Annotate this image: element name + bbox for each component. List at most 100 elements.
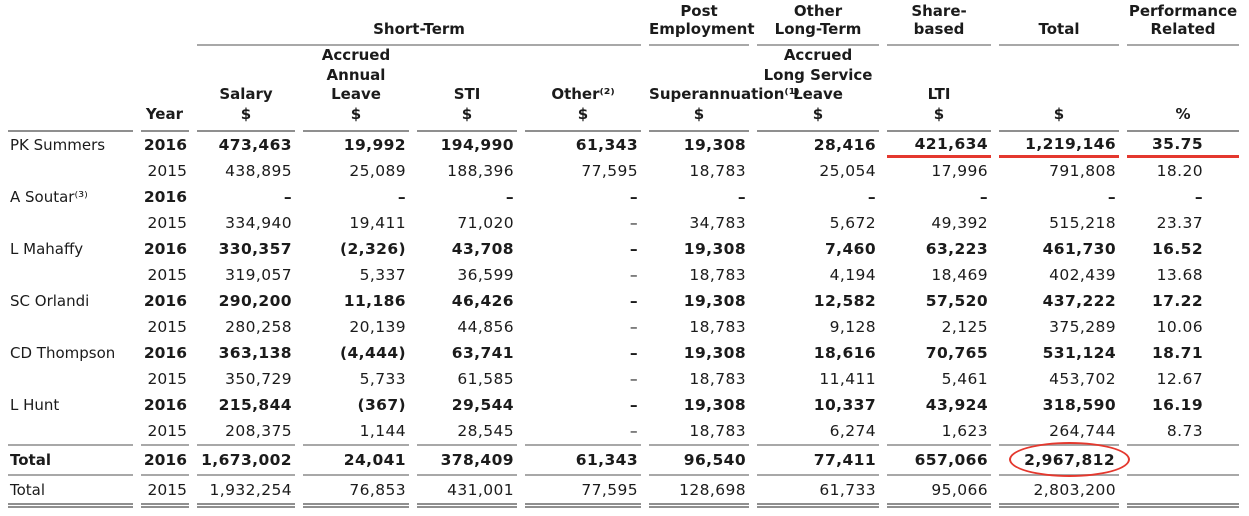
row-value: 77,595	[581, 162, 639, 180]
row-value: 70,765	[925, 344, 989, 362]
row-value: 1,144	[359, 422, 406, 440]
row-name: SC Orlandi	[10, 292, 90, 310]
table-row: 2015 280,258 20,139 44,856 – 18,783 9,128 2,125…	[8, 314, 1239, 340]
row-name: Total	[8, 476, 133, 508]
row-name	[8, 262, 133, 288]
col-year-label: Year	[145, 104, 183, 123]
row-value: 437,222	[1042, 292, 1117, 310]
row-value: 19,992	[343, 136, 406, 154]
table-row: 2015 208,375 1,144 28,545 – 18,783 6,274 1,623 2…	[8, 418, 1239, 444]
row-value: 473,463	[218, 136, 292, 154]
row-name: CD Thompson	[10, 344, 116, 362]
row-value: 12.67	[1156, 370, 1204, 388]
row-value: 28,416	[813, 136, 877, 154]
group-other-long-term: Other Long-Term	[757, 0, 880, 46]
row-value: 5,337	[359, 266, 406, 284]
row-value: –	[629, 188, 639, 206]
row-value: –	[629, 266, 639, 284]
row-value: 18,783	[689, 162, 747, 180]
table-row: A Soutar⁽³⁾ 2016 – – – – – – – – –	[8, 184, 1239, 210]
row-value: 61,585	[457, 370, 514, 388]
col-year: Year	[141, 46, 189, 132]
row-value: 63,223	[925, 240, 989, 258]
row-value: 375,289	[1049, 318, 1117, 336]
row-value: 421,634	[887, 132, 992, 158]
row-value: –	[867, 188, 877, 206]
row-value: 2,967,812	[999, 442, 1131, 477]
row-value: 77,411	[757, 444, 880, 476]
row-value: –	[397, 188, 406, 206]
row-value: 330,357	[218, 240, 292, 258]
row-value: –	[1107, 188, 1117, 206]
row-value: 431,001	[417, 476, 517, 508]
row-value: 319,057	[225, 266, 292, 284]
row-value: 18.71	[1151, 344, 1204, 362]
col-accrued-long-service-leave: Accrued Long Service Leave $	[757, 46, 880, 132]
red-circle-annotation: 2,967,812	[1009, 442, 1131, 477]
row-value: 24,041	[303, 444, 409, 476]
row-value: 5,733	[359, 370, 406, 388]
group-performance-related: Performance Related	[1127, 0, 1240, 46]
group-short-term: Short-Term	[197, 0, 642, 46]
row-value: 35.75	[1127, 132, 1240, 158]
row-value: 18,616	[813, 344, 877, 362]
row-value: –	[629, 422, 639, 440]
row-value: –	[629, 396, 639, 414]
table-row: 2015 438,895 25,089 188,396 77,595 18,783 25,0…	[8, 158, 1239, 184]
table-row: 2015 334,940 19,411 71,020 – 34,783 5,672 49,39…	[8, 210, 1239, 236]
row-year: 2015	[147, 370, 187, 388]
row-year: 2016	[143, 136, 187, 154]
row-value: 402,439	[1049, 266, 1117, 284]
row-value: 19,308	[683, 396, 747, 414]
row-year: 2015	[147, 318, 187, 336]
row-year: 2016	[143, 344, 187, 362]
group-total: Total	[999, 0, 1120, 46]
table-row: L Hunt 2016 215,844 (367) 29,544 – 19,308 10,33…	[8, 392, 1239, 418]
row-value: 16.19	[1151, 396, 1204, 414]
row-value: 2,803,200	[999, 476, 1120, 508]
row-value: 61,343	[575, 136, 639, 154]
row-value: –	[737, 188, 747, 206]
row-value: 350,729	[225, 370, 292, 388]
table-row: PK Summers 2016 473,463 19,992 194,990 61,343…	[8, 132, 1240, 158]
row-value: 18,783	[689, 266, 747, 284]
row-value: 791,808	[1049, 162, 1117, 180]
col-sti: STI $	[417, 46, 517, 132]
row-value: –	[629, 344, 639, 362]
row-value: 20,139	[349, 318, 406, 336]
row-value: 6,274	[829, 422, 877, 440]
row-value: 46,426	[451, 292, 514, 310]
row-value: –	[629, 214, 639, 232]
row-year: 2016	[143, 396, 187, 414]
row-value: 19,308	[683, 240, 747, 258]
row-value: 63,741	[451, 344, 514, 362]
row-name	[8, 158, 133, 184]
table-row: SC Orlandi 2016 290,200 11,186 46,426 – 19,308…	[8, 288, 1239, 314]
row-value: 1,932,254	[197, 476, 295, 508]
row-year: 2016	[143, 292, 187, 310]
row-value: (4,444)	[340, 344, 406, 362]
row-value: 1,673,002	[197, 444, 295, 476]
row-value: 18,783	[689, 370, 747, 388]
row-value: 4,194	[829, 266, 877, 284]
row-year: 2015	[147, 266, 187, 284]
row-name	[8, 314, 133, 340]
row-value: 515,218	[1049, 214, 1117, 232]
row-value: 29,544	[451, 396, 514, 414]
row-value: –	[629, 370, 639, 388]
table-row: 2015 319,057 5,337 36,599 – 18,783 4,194 18,469…	[8, 262, 1239, 288]
table-row: Total 2015 1,932,254 76,853 431,001 77,595 128…	[8, 476, 1240, 508]
row-value: 188,396	[447, 162, 514, 180]
row-year: 2016	[143, 188, 187, 206]
row-value: 25,054	[819, 162, 877, 180]
row-value: 57,520	[925, 292, 989, 310]
row-value: 23.37	[1156, 214, 1204, 232]
row-value: 96,540	[649, 444, 750, 476]
row-value: 13.68	[1156, 266, 1204, 284]
row-year: 2015	[147, 162, 187, 180]
row-value: 95,066	[887, 476, 992, 508]
row-value: 19,308	[683, 292, 747, 310]
row-value: 25,089	[349, 162, 406, 180]
